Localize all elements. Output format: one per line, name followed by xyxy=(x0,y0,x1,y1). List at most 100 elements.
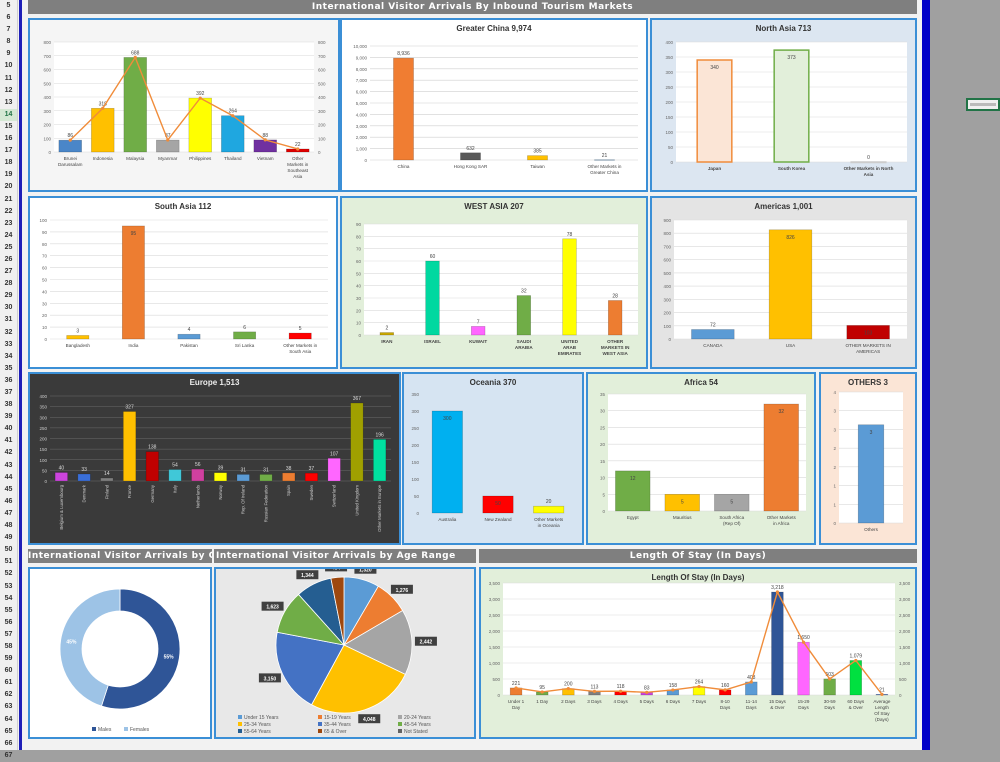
svg-text:0: 0 xyxy=(497,693,500,698)
svg-text:Germany: Germany xyxy=(150,484,155,503)
svg-text:400: 400 xyxy=(39,394,47,399)
svg-text:3,000: 3,000 xyxy=(489,597,501,602)
svg-text:OTHER MARKETS IN: OTHER MARKETS IN xyxy=(845,343,890,348)
svg-text:0: 0 xyxy=(833,521,836,526)
svg-text:Under 15 Years: Under 15 Years xyxy=(244,715,279,721)
chart-americas[interactable]: Americas 1,001 0 100 200 300 400 500 600 700 800 9… xyxy=(650,196,917,369)
svg-text:Others: Others xyxy=(864,527,878,532)
chart-oceania[interactable]: Oceania 370 0 50 100 150 200 250 300 350 300 Austr… xyxy=(402,372,584,545)
svg-text:1: 1 xyxy=(833,502,836,507)
chart-length-of-stay[interactable]: Length Of Stay (In Days) 0 0 500 500 1,000 1,0… xyxy=(479,567,917,739)
svg-text:484: 484 xyxy=(332,569,341,571)
svg-text:408: 408 xyxy=(747,675,756,681)
svg-text:4,048: 4,048 xyxy=(363,717,376,723)
svg-text:1,000: 1,000 xyxy=(489,661,501,666)
svg-text:2,500: 2,500 xyxy=(489,613,501,618)
svg-text:14: 14 xyxy=(104,471,110,477)
svg-text:86: 86 xyxy=(67,133,73,139)
svg-text:32: 32 xyxy=(521,289,527,295)
svg-text:83: 83 xyxy=(644,685,650,691)
svg-text:0: 0 xyxy=(44,337,47,342)
svg-text:EMIRATES: EMIRATES xyxy=(558,351,581,356)
svg-text:ARABIA: ARABIA xyxy=(515,345,534,350)
svg-text:55%: 55% xyxy=(164,655,175,661)
chart-europe[interactable]: Europe 1,513 0 50 100 150 200 250 300 350 400 40 Be… xyxy=(28,372,401,545)
svg-text:70: 70 xyxy=(42,254,48,259)
svg-text:Greater China: Greater China xyxy=(590,170,619,175)
svg-text:327: 327 xyxy=(125,405,134,411)
svg-text:11-14: 11-14 xyxy=(746,699,758,704)
sheet-left-border xyxy=(19,0,22,750)
svg-text:Malaysia: Malaysia xyxy=(126,156,145,161)
svg-text:50: 50 xyxy=(356,271,362,276)
chart-gender[interactable]: 55% 45% Males Females xyxy=(28,567,212,739)
svg-text:35: 35 xyxy=(600,392,606,397)
svg-text:2: 2 xyxy=(833,465,836,470)
svg-text:500: 500 xyxy=(663,271,671,276)
svg-text:IRAN: IRAN xyxy=(381,339,393,344)
chart-age-range[interactable]: 1,320 1,276 2,442 4,048 3,150 1,623 1,344 484 Un… xyxy=(214,567,476,739)
svg-text:7: 7 xyxy=(477,319,480,325)
svg-text:Myanmar: Myanmar xyxy=(158,156,178,161)
svg-text:95: 95 xyxy=(131,231,137,237)
svg-text:Sri Lanka: Sri Lanka xyxy=(235,343,255,348)
svg-text:0: 0 xyxy=(602,509,605,514)
svg-text:MARKETS IN: MARKETS IN xyxy=(601,345,630,350)
svg-text:5: 5 xyxy=(730,499,733,505)
svg-text:Days: Days xyxy=(798,705,809,710)
svg-text:7,000: 7,000 xyxy=(356,78,368,83)
svg-text:138: 138 xyxy=(148,445,157,451)
svg-text:700: 700 xyxy=(43,54,51,59)
svg-text:150: 150 xyxy=(39,447,47,452)
svg-text:60 Days: 60 Days xyxy=(847,699,865,704)
svg-text:35-44 Years: 35-44 Years xyxy=(324,722,351,728)
svg-text:60: 60 xyxy=(356,259,362,264)
svg-text:Netherlands: Netherlands xyxy=(195,485,200,508)
svg-text:113: 113 xyxy=(590,684,598,690)
chart-title: Oceania 370 xyxy=(469,378,517,387)
svg-text:Russian Federation: Russian Federation xyxy=(263,484,268,522)
svg-text:90: 90 xyxy=(42,230,48,235)
svg-text:Mauritius: Mauritius xyxy=(673,515,692,520)
svg-text:500: 500 xyxy=(318,81,326,86)
chart-west-asia[interactable]: WEST ASIA 207 0 10 20 30 40 50 60 70 80 90 2 IRAN 60 I… xyxy=(340,196,648,369)
svg-text:30: 30 xyxy=(600,409,606,414)
svg-text:400: 400 xyxy=(665,40,673,45)
svg-text:Not Stated: Not Stated xyxy=(404,729,428,735)
chart-southeast-asia[interactable]: 0 0 100 100 200 200 300 300 400 400 500 500 600 600 70… xyxy=(28,18,340,192)
svg-text:6 Days: 6 Days xyxy=(666,699,681,704)
chart-greater-china[interactable]: Greater China 9,974 0 1,000 2,000 3,000 4,000… xyxy=(340,18,648,192)
svg-text:350: 350 xyxy=(665,55,673,60)
svg-text:87: 87 xyxy=(165,133,171,139)
chart-title: Greater China 9,974 xyxy=(456,24,532,33)
svg-text:600: 600 xyxy=(318,68,326,73)
svg-text:3,218: 3,218 xyxy=(771,585,784,591)
svg-text:Rep. Of Ireland: Rep. Of Ireland xyxy=(241,484,246,514)
svg-text:72: 72 xyxy=(710,322,716,328)
svg-text:Australia: Australia xyxy=(438,517,456,522)
svg-text:107: 107 xyxy=(330,451,339,457)
length-of-stay-title: Length Of Stay (In Days) xyxy=(479,549,917,563)
svg-text:3 Days: 3 Days xyxy=(587,699,602,704)
svg-text:Days: Days xyxy=(746,705,757,710)
chart-north-asia[interactable]: North Asia 713 0 50 100 150 200 250 300 350 400 34… xyxy=(650,18,917,192)
svg-text:France: France xyxy=(127,484,132,498)
selected-cell[interactable] xyxy=(966,98,1000,111)
svg-text:50: 50 xyxy=(42,278,48,283)
svg-text:200: 200 xyxy=(663,311,671,316)
svg-text:10: 10 xyxy=(356,321,362,326)
svg-text:Southeast: Southeast xyxy=(287,168,308,173)
chart-south-asia[interactable]: South Asia 112 0 10 20 30 40 50 60 70 80 90 100 3 Ban… xyxy=(28,196,338,369)
svg-text:100: 100 xyxy=(663,324,671,329)
svg-text:250: 250 xyxy=(411,426,419,431)
svg-text:39: 39 xyxy=(218,466,224,472)
chart-africa[interactable]: Africa 54 0 5 10 15 20 25 30 35 12 Egypt 5 Mauritius… xyxy=(586,372,816,545)
chart-others[interactable]: OTHERS 3 0 1 1 2 2 3 3 4 3 Others xyxy=(819,372,917,545)
svg-text:65 & Over: 65 & Over xyxy=(324,729,347,735)
svg-text:196: 196 xyxy=(375,432,384,438)
chart-title: North Asia 713 xyxy=(755,24,812,33)
svg-text:Bangladesh: Bangladesh xyxy=(66,343,91,348)
svg-text:800: 800 xyxy=(43,40,51,45)
svg-text:5: 5 xyxy=(681,499,684,505)
svg-text:Finland: Finland xyxy=(104,484,109,499)
